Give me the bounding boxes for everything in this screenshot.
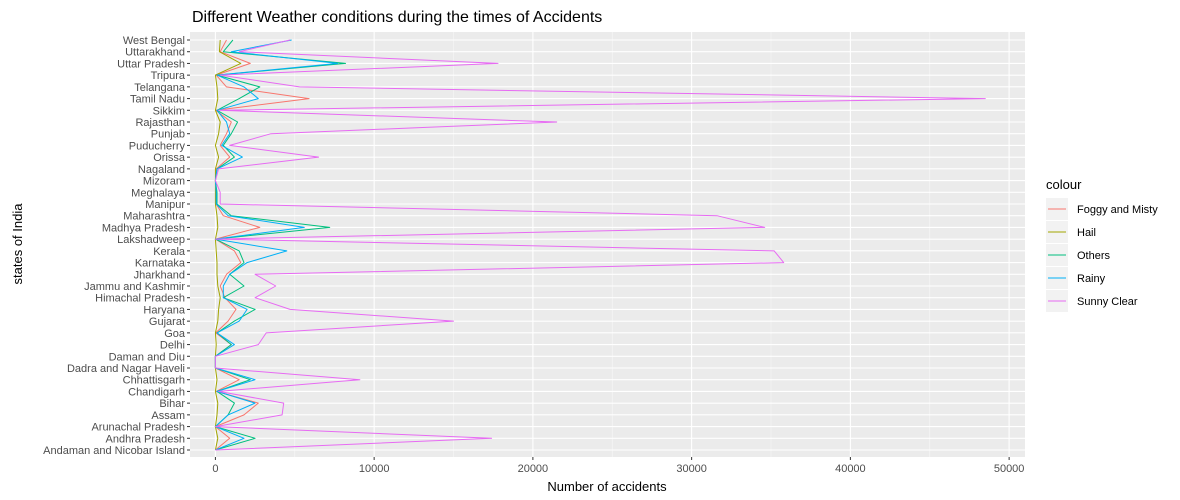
y-tick-label: Puducherry bbox=[129, 140, 186, 152]
legend-label: Others bbox=[1077, 250, 1111, 262]
y-tick-label: Dadra and Nagar Haveli bbox=[67, 363, 185, 375]
y-axis-title: states of India bbox=[10, 203, 25, 285]
series-lines bbox=[214, 39, 986, 451]
legend-label: Hail bbox=[1077, 227, 1096, 239]
y-tick-label: Goa bbox=[164, 328, 186, 340]
x-tick-label: 10000 bbox=[359, 463, 390, 475]
y-tick-label: Karnataka bbox=[135, 258, 186, 270]
y-tick-label: Manipur bbox=[145, 199, 185, 211]
y-tick-label: Tripura bbox=[151, 70, 186, 82]
y-tick-label: Haryana bbox=[143, 304, 185, 316]
series-line bbox=[214, 39, 986, 451]
x-axis-ticks: 0 10000 20000 30000 40000 50000 bbox=[212, 457, 1024, 475]
chart-title: Different Weather conditions during the … bbox=[192, 9, 602, 26]
y-tick-label: Meghalaya bbox=[131, 187, 186, 199]
y-tick-label: Daman and Diu bbox=[109, 351, 185, 363]
legend-label: Rainy bbox=[1077, 273, 1106, 285]
y-tick-label: Kerala bbox=[153, 246, 186, 258]
y-tick-label: Chhattisgarh bbox=[123, 375, 185, 387]
y-tick-label: Mizoram bbox=[143, 176, 185, 188]
x-tick-label: 40000 bbox=[835, 463, 866, 475]
y-tick-label: Nagaland bbox=[138, 164, 185, 176]
y-tick-label: Gujarat bbox=[149, 316, 185, 328]
y-tick-label: Sikkim bbox=[153, 105, 185, 117]
y-tick-label: Tamil Nadu bbox=[130, 94, 185, 106]
legend: colour Foggy and Misty Hail Others Rainy Sun… bbox=[1046, 177, 1158, 312]
y-tick-label: Uttar Pradesh bbox=[117, 58, 185, 70]
y-tick-label: Orissa bbox=[153, 152, 186, 164]
series-line bbox=[214, 39, 310, 451]
y-tick-label: Lakshadweep bbox=[117, 234, 185, 246]
y-tick-label: West Bengal bbox=[123, 35, 185, 47]
y-tick-label: Jharkhand bbox=[134, 269, 185, 281]
x-tick-label: 0 bbox=[212, 463, 218, 475]
x-tick-label: 20000 bbox=[518, 463, 549, 475]
y-tick-label: Madhya Pradesh bbox=[102, 222, 185, 234]
x-axis-title: Number of accidents bbox=[547, 479, 667, 494]
legend-label: Sunny Clear bbox=[1077, 296, 1138, 308]
y-tick-label: Assam bbox=[151, 410, 185, 422]
y-tick-label: Arunachal Pradesh bbox=[91, 422, 185, 434]
x-tick-label: 30000 bbox=[676, 463, 707, 475]
y-tick-label: Jammu and Kashmir bbox=[84, 281, 185, 293]
plot-panel bbox=[190, 32, 1025, 457]
y-tick-label: Telangana bbox=[134, 82, 186, 94]
y-tick-label: Andaman and Nicobar Island bbox=[43, 445, 185, 457]
y-tick-label: Maharashtra bbox=[123, 211, 186, 223]
gridlines bbox=[190, 32, 1025, 457]
legend-title: colour bbox=[1046, 177, 1082, 192]
y-tick-label: Delhi bbox=[160, 340, 185, 352]
y-tick-label: Punjab bbox=[151, 129, 185, 141]
y-tick-label: Rajasthan bbox=[135, 117, 185, 129]
y-tick-label: Uttarakhand bbox=[125, 47, 185, 59]
y-tick-label: Bihar bbox=[159, 398, 185, 410]
series-line bbox=[214, 39, 339, 451]
series-line bbox=[214, 39, 347, 451]
y-tick-label: Chandigarh bbox=[128, 386, 185, 398]
y-tick-label: Himachal Pradesh bbox=[95, 293, 185, 305]
series-line bbox=[214, 39, 242, 451]
legend-label: Foggy and Misty bbox=[1077, 204, 1158, 216]
y-tick-label: Andhra Pradesh bbox=[106, 433, 186, 445]
x-tick-label: 50000 bbox=[994, 463, 1025, 475]
